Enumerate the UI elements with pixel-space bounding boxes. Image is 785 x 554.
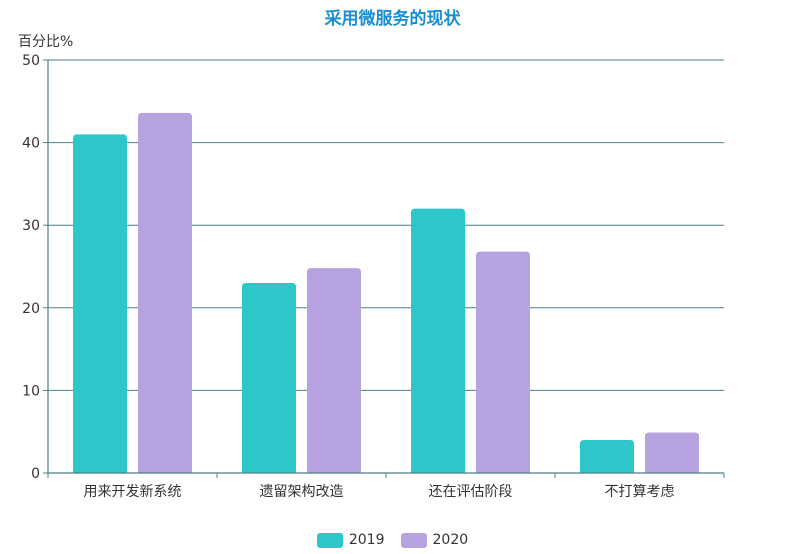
bar-2019-3[interactable] [580,439,634,473]
y-tick-label: 50 [22,53,40,69]
y-tick-labels: 0 10 20 30 40 50 [22,53,40,482]
bar-2020-3[interactable] [645,432,699,473]
x-category-label: 用来开发新系统 [84,484,182,500]
legend-item-2020[interactable]: 2020 [400,532,469,548]
legend-item-2019[interactable]: 2019 [316,532,385,548]
bar-2020-2[interactable] [476,251,530,473]
legend-label-2020: 2020 [432,532,469,548]
legend-label-2019: 2019 [348,532,385,548]
x-category-label: 还在评估阶段 [429,484,513,500]
bar-2019-0[interactable] [73,134,127,473]
legend-swatch-2019 [316,532,343,548]
y-tick-label: 0 [31,466,40,482]
legend: 2019 2020 [0,532,785,548]
y-tick-label: 30 [22,218,40,234]
bar-2020-1[interactable] [307,268,361,473]
y-tick-label: 10 [22,383,40,399]
x-category-labels: 用来开发新系统 遗留架构改造 还在评估阶段 不打算考虑 [84,483,675,500]
y-tick-label: 20 [22,301,40,317]
bars [73,112,699,473]
y-tick-label: 40 [22,136,40,152]
bar-2020-0[interactable] [138,112,192,473]
legend-swatch-2020 [400,532,427,548]
y-axis-label: 百分比% [18,34,73,50]
bar-2019-1[interactable] [242,283,296,473]
chart-title: 采用微服务的现状 [324,9,461,29]
bar-2019-2[interactable] [411,208,465,473]
x-category-label: 遗留架构改造 [260,484,344,500]
axes [47,60,725,478]
x-category-label: 不打算考虑 [605,483,675,500]
